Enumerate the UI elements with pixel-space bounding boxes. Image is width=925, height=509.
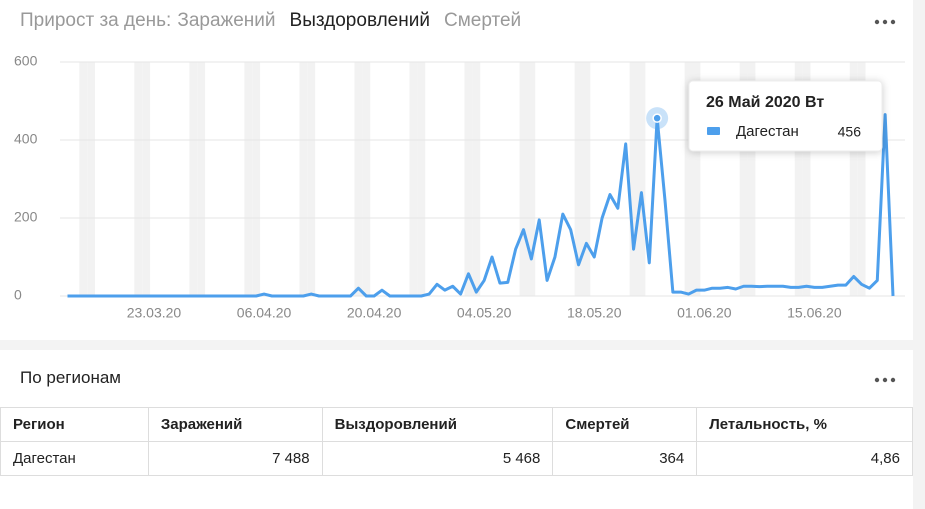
weekend-band — [197, 62, 206, 296]
tooltip: 26 Май 2020 Вт Дагестан 456 — [688, 80, 883, 152]
weekend-band — [684, 62, 693, 296]
menu[interactable] — [874, 18, 898, 26]
weekend-band — [417, 62, 426, 296]
weekend-band — [134, 62, 143, 296]
cell: 5 468 — [321, 441, 554, 476]
cell: Дагестан — [0, 441, 149, 476]
weekend-band — [857, 62, 866, 296]
weekend-band — [802, 62, 811, 296]
column-header: Смертей — [552, 407, 698, 442]
tooltip-series: Дагестан — [736, 123, 799, 140]
weekend-band — [794, 62, 803, 296]
weekend-band — [692, 62, 701, 296]
cell: 4,86 — [696, 441, 913, 476]
weekend-band — [362, 62, 371, 296]
tab-active[interactable]: Выздоровлений — [289, 10, 430, 31]
weekend-band — [307, 62, 316, 296]
weekend-band — [637, 62, 646, 296]
tabs: Прирост за день: Заражений Выздоровлений См… — [20, 10, 535, 32]
weekend-band — [574, 62, 583, 296]
tooltip-title: 26 Май 2020 Вт — [706, 94, 824, 111]
y-tick-label: 0 — [14, 287, 22, 303]
weekend-band — [527, 62, 536, 296]
hover-point — [652, 113, 662, 123]
tab[interactable]: Смертей — [443, 10, 522, 31]
chart: 0 200 400 600 23.03.20 06.04.20 20.04.20 04.05.… — [14, 53, 905, 321]
weekend-band — [464, 62, 473, 296]
cell: 364 — [552, 441, 698, 476]
weekend-band — [739, 62, 748, 296]
x-tick-label: 20.04.20 — [347, 305, 402, 321]
chart-card: Прирост за день: Заражений Выздоровлений См… — [0, 0, 913, 340]
weekend-band — [354, 62, 363, 296]
weekend-band — [252, 62, 261, 296]
weekend-band — [299, 62, 308, 296]
line — [67, 113, 895, 298]
weekend-band — [79, 62, 88, 296]
region-table: Регион Заражений Выздоровлений Смертей Летал… — [0, 407, 913, 476]
table-title: По регионам — [20, 368, 121, 387]
x-tick-label: 23.03.20 — [127, 305, 182, 321]
weekend-band — [582, 62, 591, 296]
weekend-band — [519, 62, 528, 296]
weekend-band — [244, 62, 253, 296]
tooltip-box — [688, 80, 883, 152]
weekend-band — [142, 62, 151, 296]
column-header: Летальность, % — [696, 407, 913, 442]
weekend-band — [629, 62, 638, 296]
y-tick-label: 600 — [14, 53, 38, 69]
column-header: Выздоровлений — [321, 407, 554, 442]
x-tick-label: 15.06.20 — [787, 305, 842, 321]
x-tick-label: 01.06.20 — [677, 305, 732, 321]
tooltip-value: 456 — [838, 124, 862, 140]
row: Дагестан 7 488 5 468 364 4,86 — [0, 441, 913, 476]
weekend-band — [849, 62, 858, 296]
weekend-band — [189, 62, 198, 296]
weekend-band — [747, 62, 756, 296]
header-row: Регион Заражений Выздоровлений Смертей Летал… — [0, 407, 913, 442]
cell: 7 488 — [147, 441, 323, 476]
x-tick-label: 04.05.20 — [457, 305, 512, 321]
x-tick-label: 06.04.20 — [237, 305, 292, 321]
column-header: Заражений — [147, 407, 323, 442]
weekend-band — [87, 62, 96, 296]
weekend-band — [409, 62, 418, 296]
weekend-band — [472, 62, 481, 296]
x-tick-label: 18.05.20 — [567, 305, 622, 321]
column-header: Регион — [0, 407, 149, 442]
tab[interactable]: Заражений — [177, 10, 276, 31]
menu[interactable] — [874, 376, 898, 384]
y-tick-label: 400 — [14, 131, 38, 147]
tooltip-swatch — [707, 127, 720, 135]
y-tick-label: 200 — [14, 209, 38, 225]
tabs-label: Прирост за день: — [20, 10, 172, 31]
